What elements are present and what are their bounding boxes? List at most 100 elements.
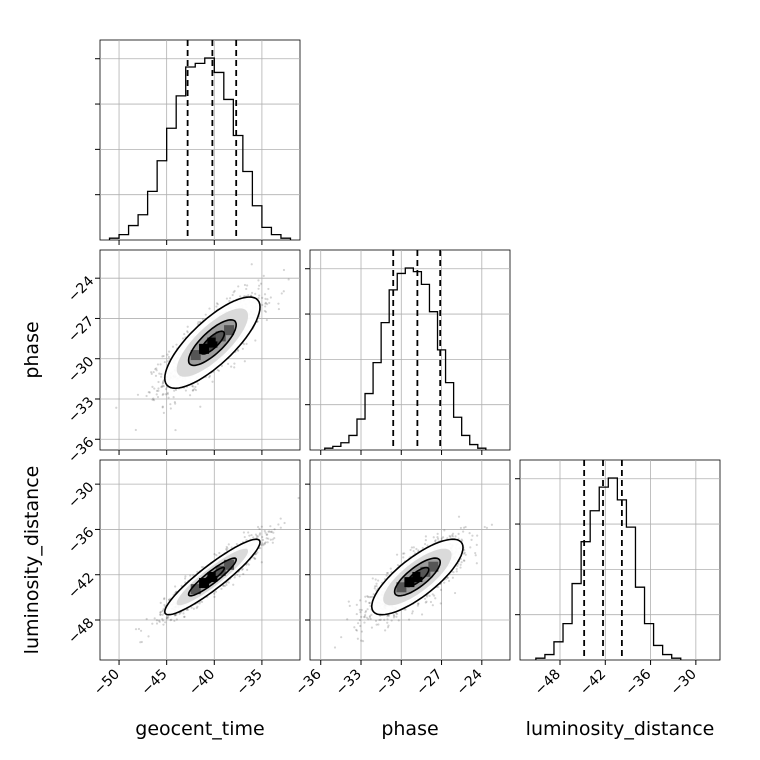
sample-point	[164, 621, 167, 624]
sample-point	[356, 622, 360, 625]
sample-point	[191, 389, 194, 392]
sample-point	[443, 529, 446, 532]
sample-point	[245, 539, 248, 542]
sample-point	[425, 600, 428, 603]
sample-point	[247, 531, 250, 534]
sample-point	[159, 601, 162, 604]
sample-point	[226, 362, 230, 365]
sample-point	[191, 385, 195, 388]
sample-point	[154, 374, 158, 377]
sample-point	[157, 380, 160, 384]
sample-point	[161, 382, 164, 385]
sample-point	[236, 573, 239, 576]
sample-point	[228, 299, 231, 303]
sample-point	[160, 385, 163, 389]
sample-point	[360, 608, 363, 612]
sample-point	[450, 534, 454, 537]
sample-point	[245, 342, 248, 345]
sample-point	[254, 553, 258, 556]
sample-point	[169, 403, 172, 406]
sample-point	[282, 268, 286, 272]
y-axis-label-luminosity-distance: luminosity_distance	[21, 466, 43, 655]
sample-point	[459, 526, 462, 530]
sample-point	[167, 355, 170, 359]
sample-point	[151, 398, 154, 401]
density-bin	[190, 350, 201, 361]
density-bin	[428, 561, 439, 572]
sample-point	[152, 397, 155, 400]
sample-point	[464, 553, 467, 556]
sample-point	[200, 600, 204, 603]
sample-point	[173, 619, 176, 623]
sample-point	[297, 496, 300, 500]
x-tick-label: −40	[186, 666, 218, 698]
sample-point	[165, 616, 168, 620]
sample-point	[258, 532, 262, 535]
sample-point	[360, 639, 363, 642]
sample-point	[475, 562, 478, 565]
sample-point	[266, 533, 269, 536]
sample-point	[161, 385, 164, 388]
sample-point	[161, 355, 164, 358]
sample-point	[269, 538, 272, 541]
sample-point	[412, 549, 415, 553]
x-tick-label: −48	[532, 666, 564, 698]
sample-point	[464, 525, 467, 529]
sample-point	[395, 612, 398, 615]
sample-point	[364, 613, 367, 617]
histogram-step-geocent_time	[108, 57, 292, 240]
density-bin	[190, 584, 201, 595]
sample-point	[246, 568, 249, 571]
sample-point	[392, 613, 395, 616]
sample-point	[265, 537, 268, 540]
sample-point	[259, 282, 263, 285]
sample-point	[250, 263, 253, 266]
sample-point	[175, 343, 178, 346]
density-bin	[224, 325, 235, 336]
sample-point	[436, 535, 439, 539]
sample-point	[355, 629, 359, 632]
sample-point	[260, 561, 263, 564]
sample-point	[243, 295, 246, 298]
sample-point	[340, 636, 343, 639]
sample-point	[230, 546, 233, 549]
sample-point	[150, 371, 153, 374]
sample-point	[485, 526, 489, 529]
sample-point	[237, 285, 240, 288]
sample-point	[153, 387, 156, 390]
sample-point	[436, 532, 439, 535]
histogram-panel-geocent_time	[99, 39, 301, 241]
sample-point	[371, 595, 374, 598]
sample-point	[333, 646, 337, 649]
sample-point	[373, 585, 377, 588]
sample-point	[253, 557, 256, 560]
sample-point	[368, 614, 372, 618]
sample-point	[189, 574, 192, 577]
sample-point	[162, 598, 166, 601]
sample-point	[434, 597, 437, 600]
sample-point	[267, 287, 270, 291]
sample-point	[153, 617, 156, 620]
sample-point	[242, 572, 245, 576]
sample-point	[158, 372, 161, 375]
sample-point	[156, 363, 160, 366]
sample-point	[386, 621, 389, 624]
sample-point	[358, 608, 361, 611]
sample-point	[245, 287, 248, 291]
sample-point	[246, 284, 249, 287]
sample-point	[256, 525, 260, 529]
sample-point	[451, 532, 455, 535]
sample-point	[115, 406, 118, 409]
sample-point	[201, 318, 205, 321]
sample-point	[366, 608, 369, 611]
sample-point	[374, 619, 378, 623]
sample-point	[170, 618, 173, 621]
sample-point	[260, 525, 263, 528]
y-tick-label: −42	[65, 570, 97, 602]
density-bin	[207, 337, 218, 348]
y-tick-label: −33	[65, 394, 97, 426]
sample-point	[425, 595, 429, 598]
sample-point	[372, 593, 375, 596]
sample-point	[174, 613, 177, 617]
sample-point	[159, 363, 162, 366]
